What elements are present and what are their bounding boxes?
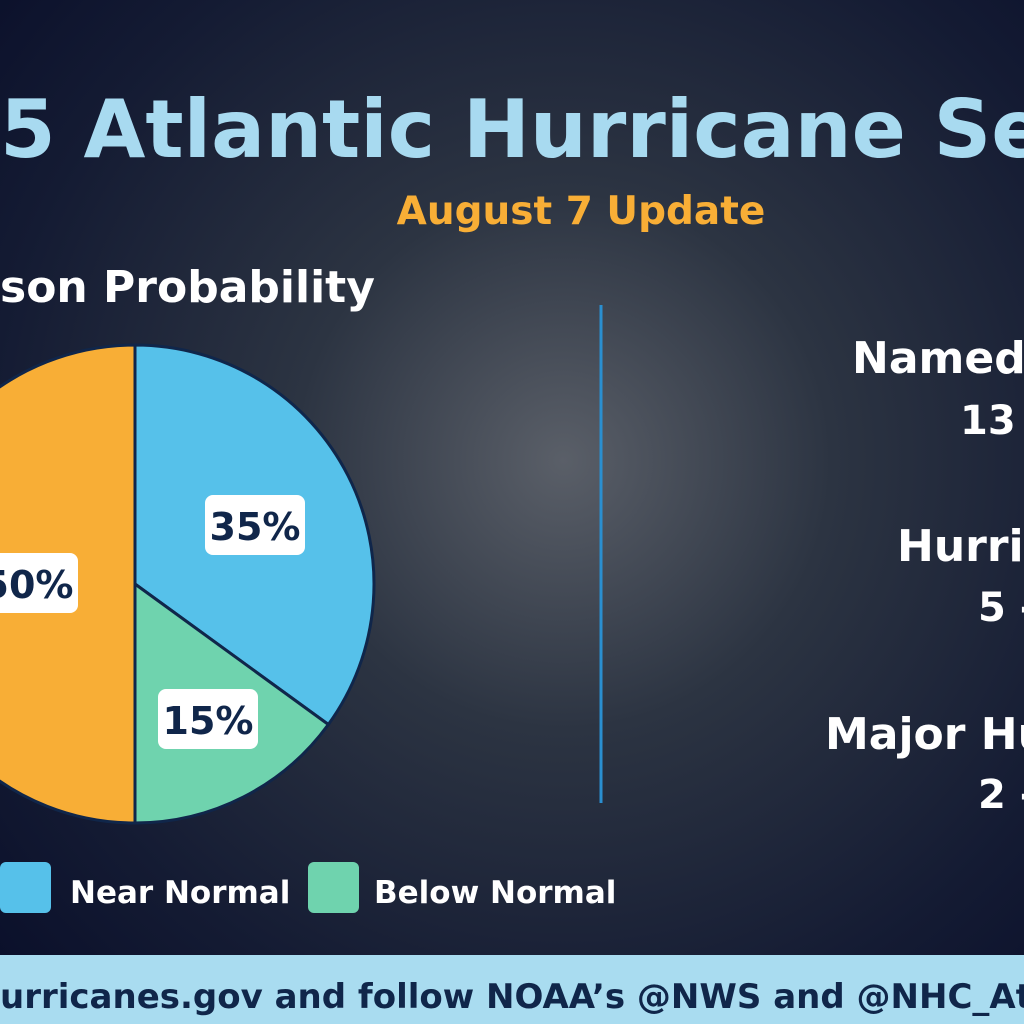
value-label-box	[205, 495, 305, 555]
footer-banner	[0, 955, 1024, 1024]
legend-swatch	[308, 862, 359, 913]
legend: Near Normal Below Normal	[0, 862, 616, 913]
title: 5 Atlantic Hurricane Season	[0, 83, 1024, 176]
legend-swatch	[0, 862, 51, 913]
stat-label: Hurric	[897, 521, 1024, 572]
stat-label: Major Hu	[825, 709, 1024, 760]
value-label-box	[158, 689, 258, 749]
legend-label: Near Normal	[70, 875, 290, 911]
legend-label: Below Normal	[374, 875, 616, 911]
subtitle: August 7 Update	[397, 189, 766, 234]
value-label: 35%	[210, 505, 301, 549]
value-label-box	[0, 553, 78, 613]
stat-range: 2 -	[978, 772, 1024, 818]
pie: 50% 35% 15%	[0, 343, 376, 825]
value-label: 15%	[163, 699, 254, 743]
stat-label: Named	[852, 333, 1024, 384]
stat-range: 5 -	[978, 585, 1024, 631]
footer-text: urricanes.gov and follow NOAA’s @NWS and…	[0, 977, 1024, 1017]
stats: Named 13 - Hurric 5 - Major Hu 2 -	[825, 333, 1024, 818]
chart-title: son Probability	[0, 262, 375, 313]
value-label: 50%	[0, 563, 73, 607]
stat-range: 13 -	[960, 398, 1024, 444]
